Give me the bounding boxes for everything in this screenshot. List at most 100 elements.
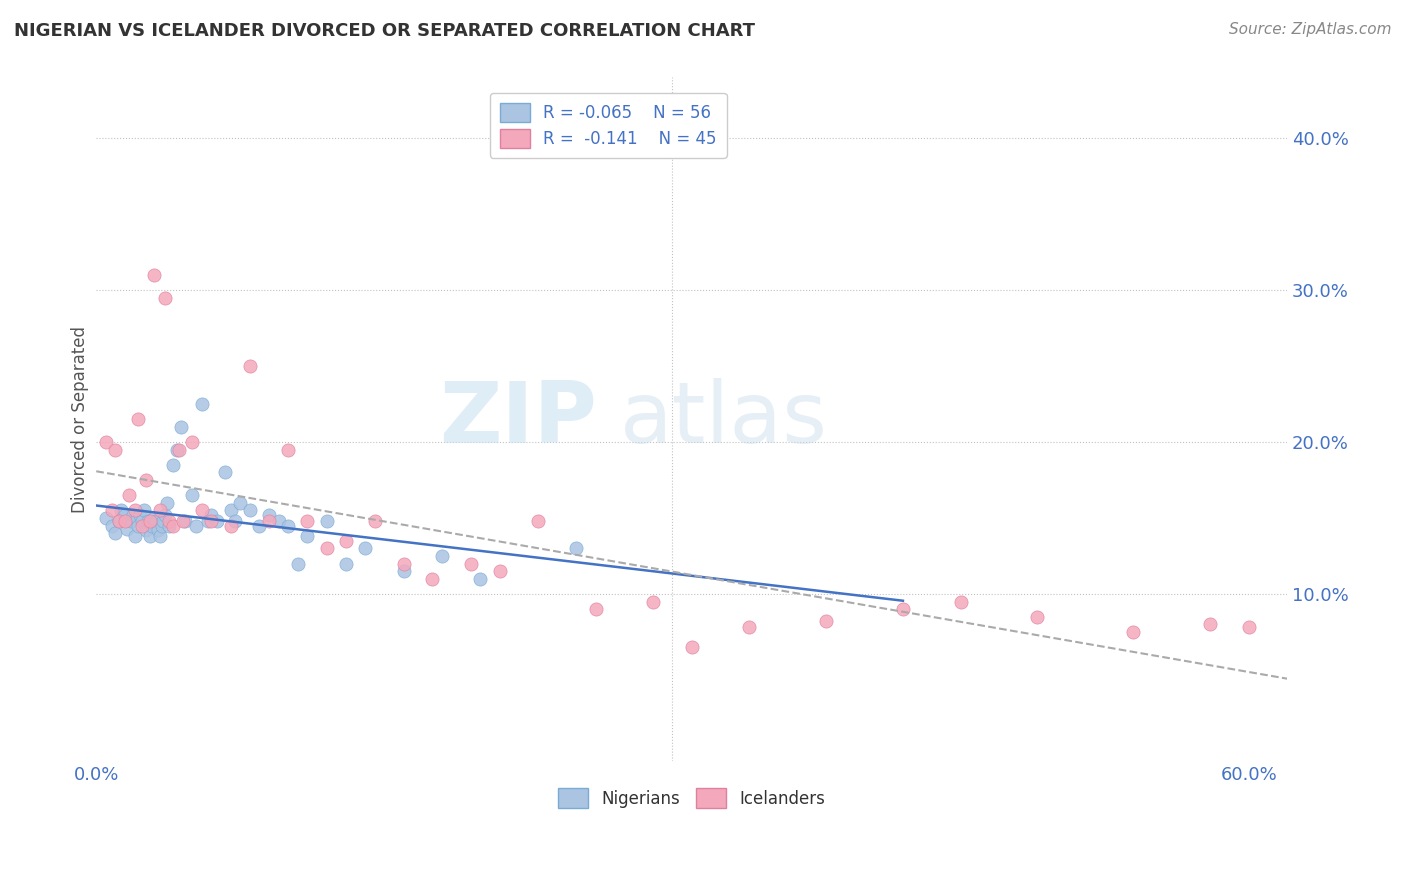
Point	[527, 514, 550, 528]
Point	[149, 529, 172, 543]
Point	[114, 508, 136, 522]
Point	[170, 420, 193, 434]
Point	[392, 557, 415, 571]
Point	[315, 514, 337, 528]
Point	[135, 523, 157, 537]
Point	[100, 518, 122, 533]
Point	[315, 541, 337, 556]
Point	[131, 514, 153, 528]
Point	[470, 572, 492, 586]
Point	[257, 508, 280, 522]
Point	[297, 529, 319, 543]
Point	[1122, 624, 1144, 639]
Point	[335, 557, 357, 571]
Point	[149, 503, 172, 517]
Legend: Nigerians, Icelanders: Nigerians, Icelanders	[551, 781, 832, 814]
Point	[219, 518, 242, 533]
Point	[108, 514, 131, 528]
Point	[277, 442, 299, 457]
Point	[162, 518, 184, 533]
Point	[585, 602, 607, 616]
Point	[488, 564, 510, 578]
Point	[191, 503, 214, 517]
Point	[157, 514, 180, 528]
Point	[166, 442, 188, 457]
Point	[157, 518, 180, 533]
Point	[287, 557, 309, 571]
Point	[104, 442, 127, 457]
Point	[150, 518, 173, 533]
Point	[1026, 609, 1049, 624]
Point	[129, 508, 152, 522]
Point	[121, 508, 143, 522]
Point	[181, 435, 204, 450]
Point	[430, 549, 453, 563]
Point	[239, 503, 262, 517]
Point	[162, 458, 184, 472]
Point	[422, 572, 444, 586]
Point	[125, 511, 148, 525]
Point	[141, 518, 163, 533]
Point	[197, 514, 219, 528]
Point	[131, 518, 153, 533]
Point	[191, 397, 214, 411]
Point	[110, 503, 132, 517]
Point	[156, 496, 179, 510]
Point	[155, 508, 177, 522]
Point	[949, 594, 972, 608]
Point	[267, 514, 290, 528]
Text: NIGERIAN VS ICELANDER DIVORCED OR SEPARATED CORRELATION CHART: NIGERIAN VS ICELANDER DIVORCED OR SEPARA…	[14, 22, 755, 40]
Point	[200, 508, 222, 522]
Point	[108, 514, 131, 528]
Point	[100, 503, 122, 517]
Point	[1237, 620, 1260, 634]
Point	[152, 514, 174, 528]
Point	[205, 514, 228, 528]
Point	[142, 511, 165, 525]
Point	[184, 518, 207, 533]
Point	[224, 514, 246, 528]
Point	[173, 514, 195, 528]
Y-axis label: Divorced or Separated: Divorced or Separated	[72, 326, 89, 513]
Point	[118, 488, 141, 502]
Point	[114, 514, 136, 528]
Point	[145, 514, 167, 528]
Point	[815, 615, 838, 629]
Point	[115, 522, 138, 536]
Point	[124, 503, 146, 517]
Point	[134, 503, 156, 517]
Point	[392, 564, 415, 578]
Text: atlas: atlas	[620, 377, 828, 461]
Point	[200, 514, 222, 528]
Point	[219, 503, 242, 517]
Point	[1199, 617, 1222, 632]
Point	[643, 594, 665, 608]
Text: ZIP: ZIP	[439, 377, 596, 461]
Point	[135, 473, 157, 487]
Point	[249, 518, 271, 533]
Point	[229, 496, 252, 510]
Point	[354, 541, 377, 556]
Text: Source: ZipAtlas.com: Source: ZipAtlas.com	[1229, 22, 1392, 37]
Point	[139, 529, 162, 543]
Point	[239, 359, 262, 373]
Point	[214, 466, 236, 480]
Point	[155, 291, 177, 305]
Point	[94, 435, 117, 450]
Point	[297, 514, 319, 528]
Point	[94, 511, 117, 525]
Point	[277, 518, 299, 533]
Point	[335, 533, 357, 548]
Point	[460, 557, 482, 571]
Point	[891, 602, 914, 616]
Point	[172, 514, 194, 528]
Point	[127, 412, 149, 426]
Point	[104, 526, 127, 541]
Point	[565, 541, 588, 556]
Point	[364, 514, 387, 528]
Point	[257, 514, 280, 528]
Point	[181, 488, 204, 502]
Point	[136, 514, 159, 528]
Point	[142, 268, 165, 282]
Point	[124, 529, 146, 543]
